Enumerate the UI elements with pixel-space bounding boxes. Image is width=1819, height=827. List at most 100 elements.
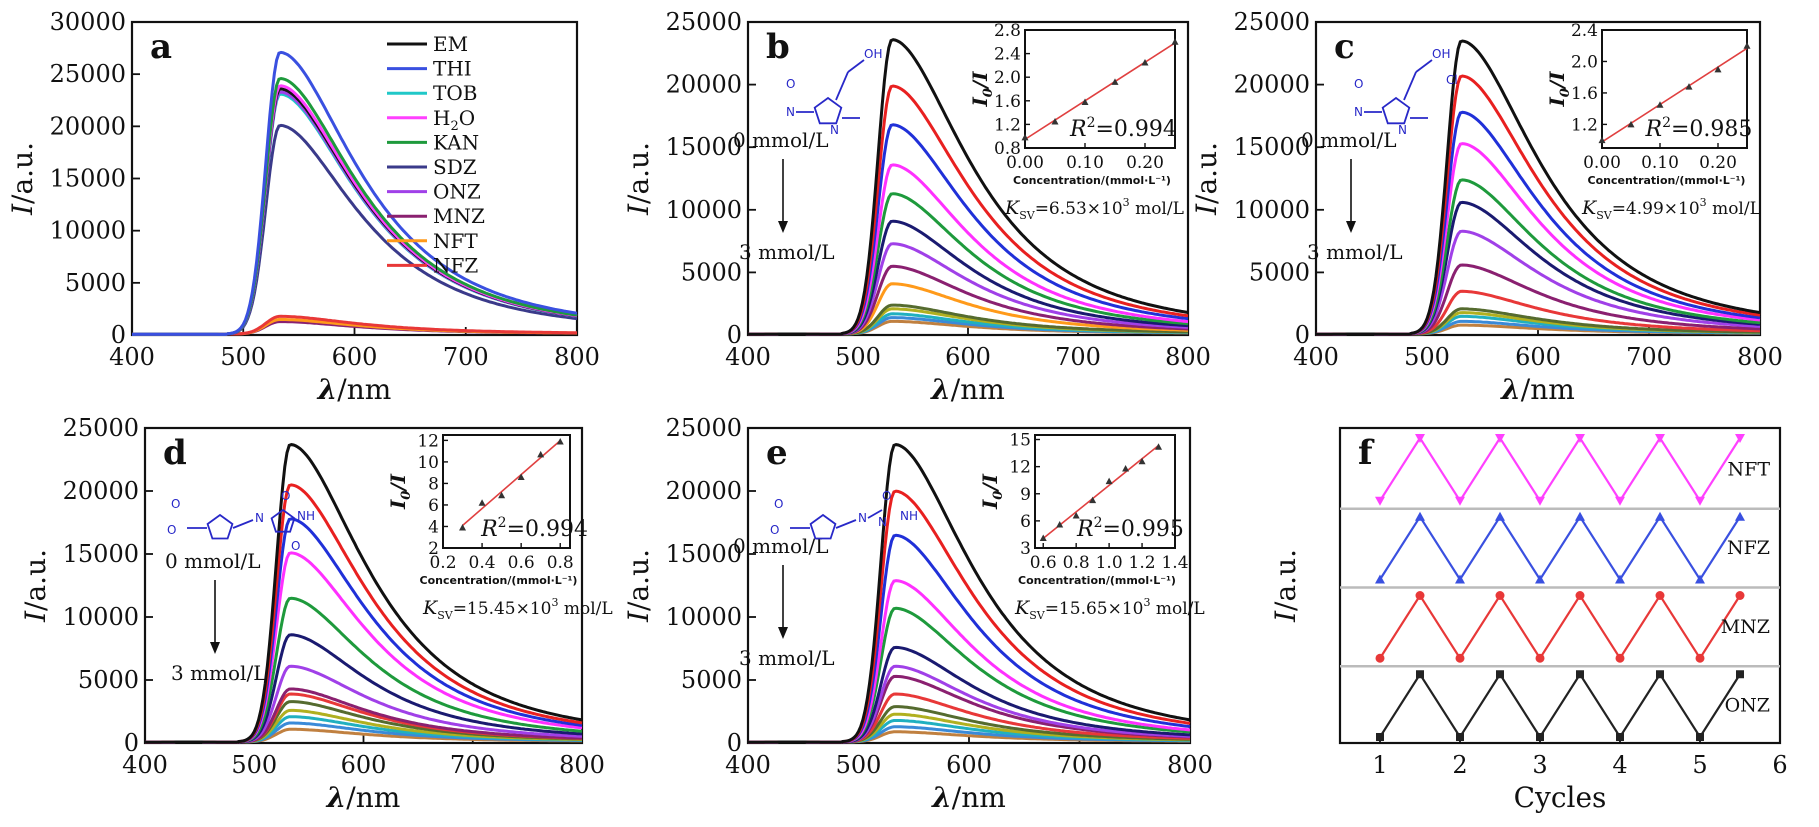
y-tick-label: 20000 (666, 477, 742, 505)
atom-label: O (786, 77, 795, 91)
y-tick-label: 15000 (50, 165, 126, 193)
inset-y-tick-label: 1.6 (994, 92, 1021, 112)
marker-NFZ (1615, 574, 1625, 584)
ring (206, 513, 234, 540)
atom-label: O (774, 497, 783, 511)
atom-label: OH (1432, 47, 1450, 61)
marker-NFZ (1495, 511, 1505, 521)
x-axis-label: Cycles (1514, 781, 1607, 814)
y-axis-label: I/a.u. (622, 549, 655, 623)
x-tick-label: 800 (559, 751, 605, 779)
y-tick-label: 10000 (1234, 196, 1310, 224)
y-tick-label: 20000 (63, 477, 139, 505)
x-axis-label: λ/nm (317, 373, 392, 406)
inset-y-tick-label: 8 (428, 474, 439, 494)
inset-y-I: I (386, 499, 410, 510)
y-axis-symbol: I (6, 203, 39, 216)
marker-NFT (1415, 434, 1425, 443)
y-axis-unit: /a.u. (1269, 549, 1302, 611)
y-axis-label: I/a.u. (19, 549, 52, 623)
arrow-head (210, 642, 220, 654)
data-point (1122, 464, 1130, 472)
fit-line (1042, 444, 1160, 540)
marker-ONZ (1416, 670, 1424, 679)
inset-x-tick-label: 1.2 (1129, 553, 1156, 573)
y-tick-label: 20000 (50, 112, 126, 140)
concentration-annotation: 0 mmol/L 3 mmol/L (733, 128, 834, 264)
concentration-annotation: 0 mmol/L 3 mmol/L (165, 549, 266, 685)
x-tick-label: 600 (1515, 343, 1561, 371)
annotation-bottom: 3 mmol/L (1307, 240, 1402, 264)
inset-y-tick-label: 3 (1020, 539, 1031, 559)
marker-NFT (1655, 434, 1665, 443)
inset-x-tick-label: 0.8 (1063, 553, 1090, 573)
atom-label: O (167, 523, 176, 537)
marker-MNZ (1535, 653, 1545, 663)
spectrum-14 (748, 443, 1191, 744)
inset-y-label: I0/I (978, 473, 1006, 510)
x-tick-label: 800 (1167, 751, 1213, 779)
inset-y-tick-label: 1.6 (1571, 84, 1598, 104)
x-axis-symbol: λ (1500, 373, 1521, 406)
x-tick-label: 600 (945, 343, 991, 371)
inset-y-I: I (978, 499, 1002, 510)
atom-label: N (1398, 123, 1407, 137)
fit-line (1024, 42, 1176, 141)
y-axis-label: I/a.u. (1269, 549, 1302, 623)
y-axis-label: I/a.u. (1190, 142, 1223, 216)
data-point (537, 450, 545, 458)
data-point (1105, 477, 1113, 485)
legend-label-TOB: TOB (433, 81, 477, 105)
r2-value: =0.994 (1096, 117, 1177, 142)
data-point (1155, 443, 1163, 450)
annotation-bottom: 3 mmol/L (171, 661, 266, 685)
inset-x-tick-label: 0.20 (1126, 153, 1164, 173)
series-label-NFZ: NFZ (1727, 537, 1770, 559)
y-axis-symbol: I (622, 610, 655, 623)
arrow-head (778, 627, 788, 639)
x-tick-label: 700 (1055, 343, 1101, 371)
ksv-symbol: K (1581, 197, 1598, 219)
atom-label: O (281, 489, 290, 503)
atom-label: Cl (1446, 73, 1458, 87)
y-tick-label: 25000 (666, 8, 742, 36)
inset-y-label: I0/I (386, 473, 414, 510)
atom-label: N (858, 511, 867, 525)
cycle-line-MNZ (1379, 593, 1741, 661)
inset-y-tick-label: 2.0 (994, 68, 1021, 88)
legend-label-THI: THI (433, 57, 472, 81)
x-tick-label: 600 (341, 751, 387, 779)
ksv-value: =15.45×10 (453, 599, 552, 619)
marker-MNZ (1495, 591, 1505, 600)
legend-label-EM: EM (433, 32, 468, 56)
marker-NFZ (1415, 511, 1425, 521)
r2-label: R2=0.994 (480, 515, 588, 542)
ksv-label: KSV=4.99×103 mol/L (1581, 196, 1761, 222)
series-label-NFT: NFT (1728, 458, 1771, 480)
spectrum-14 (145, 443, 583, 744)
r2-value: =0.985 (1671, 117, 1752, 142)
marker-NFZ (1575, 511, 1585, 521)
inset-y-tick-label: 15 (1009, 431, 1031, 451)
ksv-sub: SV (1019, 209, 1036, 222)
r2-label: R2=0.985 (1645, 115, 1753, 142)
atom-label: O (882, 489, 891, 503)
ksv-label: KSV=6.53×103 mol/L (1004, 196, 1184, 222)
annotation-top: 0 mmol/L (733, 534, 828, 558)
y-tick-label: 5000 (78, 666, 139, 694)
annotation-top: 0 mmol/L (733, 128, 828, 152)
data-point (1138, 457, 1146, 465)
data-point (1039, 534, 1047, 542)
atom-label: N (786, 105, 795, 119)
y-tick-label: 5000 (681, 258, 742, 286)
ksv-label: KSV=15.65×103 mol/L (1014, 596, 1205, 622)
y-tick-label: 10000 (50, 217, 126, 245)
data-point (1627, 120, 1635, 128)
x-tick-label: 500 (835, 343, 881, 371)
series-label-ONZ: ONZ (1725, 695, 1770, 717)
spectrum-14 (748, 38, 1189, 336)
marker-MNZ (1375, 653, 1385, 663)
ksv-symbol: K (1014, 597, 1031, 619)
y-tick-label: 20000 (666, 71, 742, 99)
